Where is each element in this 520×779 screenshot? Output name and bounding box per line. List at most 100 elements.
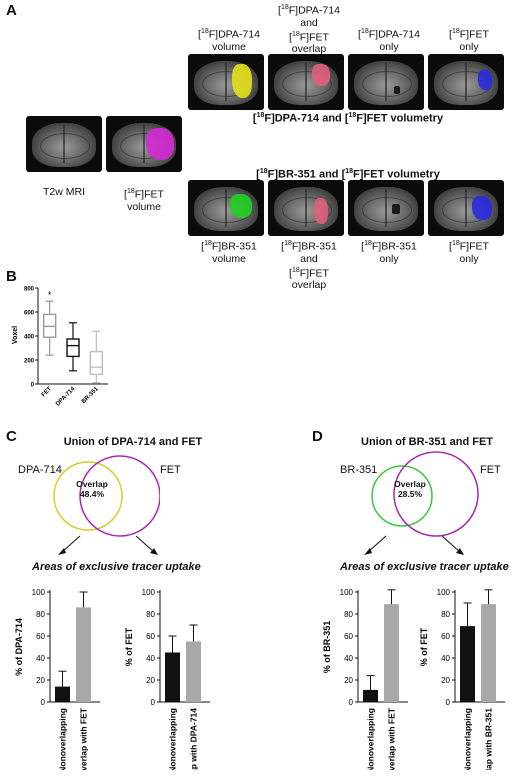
bar-c1-ytick-label: 20 [36,676,45,685]
boxplot-box [89,350,104,376]
venn-d-arrows [364,535,464,555]
bar-d1-category-label: In overlap with FET [387,707,397,770]
bar-c1: % of DPA-714 0 20 40 60 80 100 Nonoverlapping In… [14,588,100,770]
mri-fet-volume [106,116,182,172]
bar-c2-ytick-label: 60 [146,632,155,641]
venn-d [371,451,479,537]
venn-c-overlap: Overlap 48.4% [72,479,112,499]
mri-dpa-fet-overlap [268,54,344,110]
boxplot-category-label: DPA-714 [55,386,77,408]
bar-c2-ytick-label: 100 [142,588,156,597]
boxplot-category-label: FET [41,386,53,398]
panel-c-subtitle: Areas of exclusive tracer uptake [32,561,201,573]
venn-d-right-label: FET [480,464,501,476]
boxplot-ytick-label: 0 [31,383,35,389]
bar-d1-bar [384,604,399,702]
venn-d-fet-circle [393,451,479,537]
bar-c2-bar [186,641,201,702]
bar-d1-bar [363,689,378,702]
bar-d1-category-label: Nonoverlapping [366,708,376,770]
venn-c-right-label: FET [160,464,181,476]
bar-d2-ytick-label: 20 [441,676,450,685]
bar-c2-bar [165,652,180,702]
venn-d-title: Union of BR-351 and FET [361,436,493,448]
bar-c1-ytick-label: 60 [36,632,45,641]
bar-d2-ytick-label: 80 [441,610,450,619]
bar-c2-ylabel: % of FET [124,627,134,666]
bar-d2-ylabel: % of FET [419,627,429,666]
bar-d2-bar [460,626,475,702]
bar-d2-category-label: In overlap with BR-351 [484,708,494,770]
venn-c-dpa-circle [53,461,123,531]
bar-d2: % of FET 0 20 40 60 80 100 Nonoverlapping In ove… [419,588,505,770]
bar-c1-category-label: Nonoverlapping [58,708,68,770]
mri-fet-only-bottom [428,180,504,236]
venn-d-overlap: Overlap 28.5% [390,479,430,499]
mri-br-volume [188,180,264,236]
venn-d-overlap-value: 28.5% [397,489,423,499]
panel-c-letter: C [6,428,17,445]
label-br-only: [18F]BR-351 only [361,240,417,265]
mri-br-only [348,180,424,236]
mri-br-fet-overlap [268,180,344,236]
label-br-volume: [18F]BR-351 volume [201,240,257,265]
mri-dpa-volume [188,54,264,110]
boxplot-chart: Voxel 0 200 400 600 800 FET DPA-714 BR-351 * [12,287,108,408]
bar-d1-ytick-label: 100 [340,588,354,597]
boxplot-significance-star: * [48,290,52,300]
bar-c1-ytick-label: 40 [36,654,45,663]
bar-c2-category-label: Nonoverlapping [168,708,178,770]
bar-c2-category-label: In overlap with DPA-714 [189,708,199,770]
label-t2w-mri: T2w MRI [43,186,85,198]
bar-c2-ytick-label: 80 [146,610,155,619]
boxplot-ytick-label: 400 [24,335,35,341]
panel-a-letter: A [6,2,17,19]
venn-d-left-label: BR-351 [340,464,378,476]
bar-d1: % of BR-351 0 20 40 60 80 100 Nonoverlapping In … [322,588,408,770]
boxplot-box [66,338,80,358]
bar-c2-ytick-label: 20 [146,676,155,685]
bar-d2-category-label: Nonoverlapping [463,708,473,770]
bar-d1-ytick-label: 40 [344,654,353,663]
bar-d2-ytick-label: 60 [441,632,450,641]
mri-t2w [26,116,102,172]
bar-c1-category-label: In overlap with FET [79,707,89,770]
bar-c1-ytick-label: 80 [36,610,45,619]
venn-d-br-circle [371,465,433,527]
title-br-fet-volumetry: [18F]BR-351 and [18F]FET volumetry [256,168,440,181]
bar-d1-ytick-label: 20 [344,676,353,685]
bar-d1-ytick-label: 60 [344,632,353,641]
label-fet-volume: [18F]FET volume [124,188,164,213]
bar-d1-ytick-label: 0 [349,698,354,707]
venn-c-overlap-label: Overlap [76,479,108,489]
venn-c-left-label: DPA-714 [18,464,62,476]
boxplot-category-label: BR-351 [81,386,100,405]
bar-c1-ytick-label: 0 [41,698,46,707]
bar-d1-ylabel: % of BR-351 [322,621,332,674]
bar-d2-ytick-label: 100 [437,588,451,597]
boxplot-ytick-label: 600 [24,311,35,317]
bar-d2-ytick-label: 40 [441,654,450,663]
bar-c1-bar [55,686,70,702]
panel-d-subtitle: Areas of exclusive tracer uptake [340,561,509,573]
bar-c1-ytick-label: 100 [32,588,46,597]
title-dpa-fet-volumetry: [18F]DPA-714 and [18F]FET volumetry [252,112,444,125]
bar-d2-bar [481,604,496,702]
bar-c2-ytick-label: 0 [151,698,156,707]
venn-c-arrows [58,535,158,555]
panel-b-letter: B [6,268,17,285]
bar-c1-ylabel: % of DPA-714 [14,618,24,676]
bar-c2: % of FET 0 20 40 60 80 100 Nonoverlapping In ove… [124,588,210,770]
bar-c2-ytick-label: 40 [146,654,155,663]
panel-d-letter: D [312,428,323,445]
mri-fet-only-top [428,54,504,110]
boxplot-ytick-label: 800 [24,287,35,293]
boxplot-ylabel: Voxel [12,326,19,344]
venn-c-fet-circle [79,455,160,537]
venn-c-overlap-value: 48.4% [79,489,105,499]
mri-dpa-only [348,54,424,110]
label-dpa-only: [18F]DPA-714 only [358,28,420,53]
venn-c-title: Union of DPA-714 and FET [63,436,203,448]
bar-d1-ytick-label: 80 [344,610,353,619]
venn-d-overlap-label: Overlap [394,479,426,489]
